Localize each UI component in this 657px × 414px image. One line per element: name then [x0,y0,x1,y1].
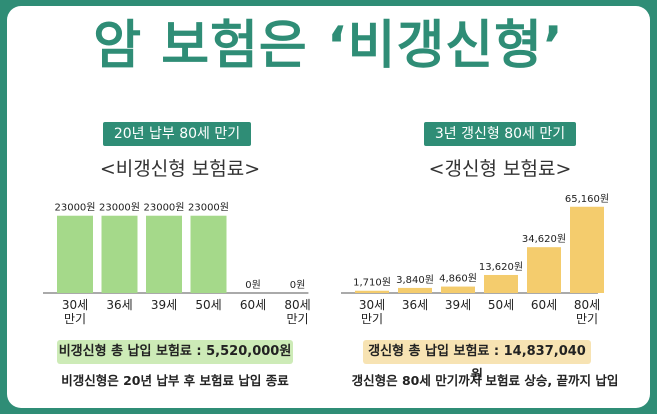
left-value-label: 23000원 [188,202,229,214]
page-title: 암 보험은 ‘비갱신형’ [93,16,564,76]
right-tick-label: 80세 [574,298,600,312]
right-value-label: 65,160원 [565,193,609,205]
right-value-label: 3,840원 [396,274,434,286]
right-badge: 3년 갱신형 80세 만기 [424,122,576,146]
left-total-label: 비갱신형 총 납입 보험료 : 5,520,000원 [57,340,293,364]
left-chart-title: <비갱신형 보험료> [99,158,261,180]
left-tick-label: 39세 [151,298,177,312]
right-tick-label: 50세 [488,298,514,312]
left-bar [190,215,227,293]
left-chart: 23000원30세만기23000원36세23000원39세23000원50세0원… [43,202,311,326]
left-note: 비갱신형은 20년 납부 후 보험료 납입 종료 [61,373,289,388]
right-chart-title: <갱신형 보험료> [428,158,572,180]
left-value-label: 23000원 [54,202,95,214]
right-tick-label: 39세 [445,298,471,312]
right-value-label: 1,710원 [353,277,391,289]
right-bar [398,287,432,293]
right-tick-label: 60세 [531,298,557,312]
left-tick-label: 80세 [284,298,310,312]
right-tick-label: 만기 [576,312,598,326]
right-note: 갱신형은 80세 만기까지 보험료 상승, 끝까지 납입 [351,373,619,388]
right-value-label: 13,620원 [479,261,523,273]
left-tick-label: 30세 [62,298,88,312]
right-value-label: 4,860원 [439,273,477,285]
right-tick-label: 30세 [359,298,385,312]
left-tick-label: 만기 [64,312,86,326]
left-bar [57,215,93,293]
left-value-label: 23000원 [143,202,184,214]
chart-area: 23000원30세만기23000원36세23000원39세23000원50세0원… [43,193,609,326]
right-bar [484,274,518,293]
left-value-label: 0원 [290,279,306,291]
left-bar [146,215,182,293]
right-bar [441,286,475,293]
right-total-label: 갱신형 총 납입 보험료 : 14,837,040원 [363,340,591,383]
right-chart: 1,710원30세만기3,840원36세4,860원39세13,620원50세3… [341,193,609,326]
right-bar [527,247,561,293]
left-tick-label: 36세 [106,298,132,312]
left-tick-label: 60세 [240,298,266,312]
right-bar [570,206,604,293]
right-value-label: 34,620원 [522,233,566,245]
right-tick-label: 만기 [361,312,383,326]
left-value-label: 0원 [245,279,261,291]
left-tick-label: 만기 [286,312,308,326]
left-tick-label: 50세 [195,298,221,312]
right-tick-label: 36세 [402,298,428,312]
left-bar [101,215,138,293]
left-badge: 20년 납부 80세 만기 [103,122,251,146]
right-bar [355,290,389,293]
left-value-label: 23000원 [99,202,140,214]
